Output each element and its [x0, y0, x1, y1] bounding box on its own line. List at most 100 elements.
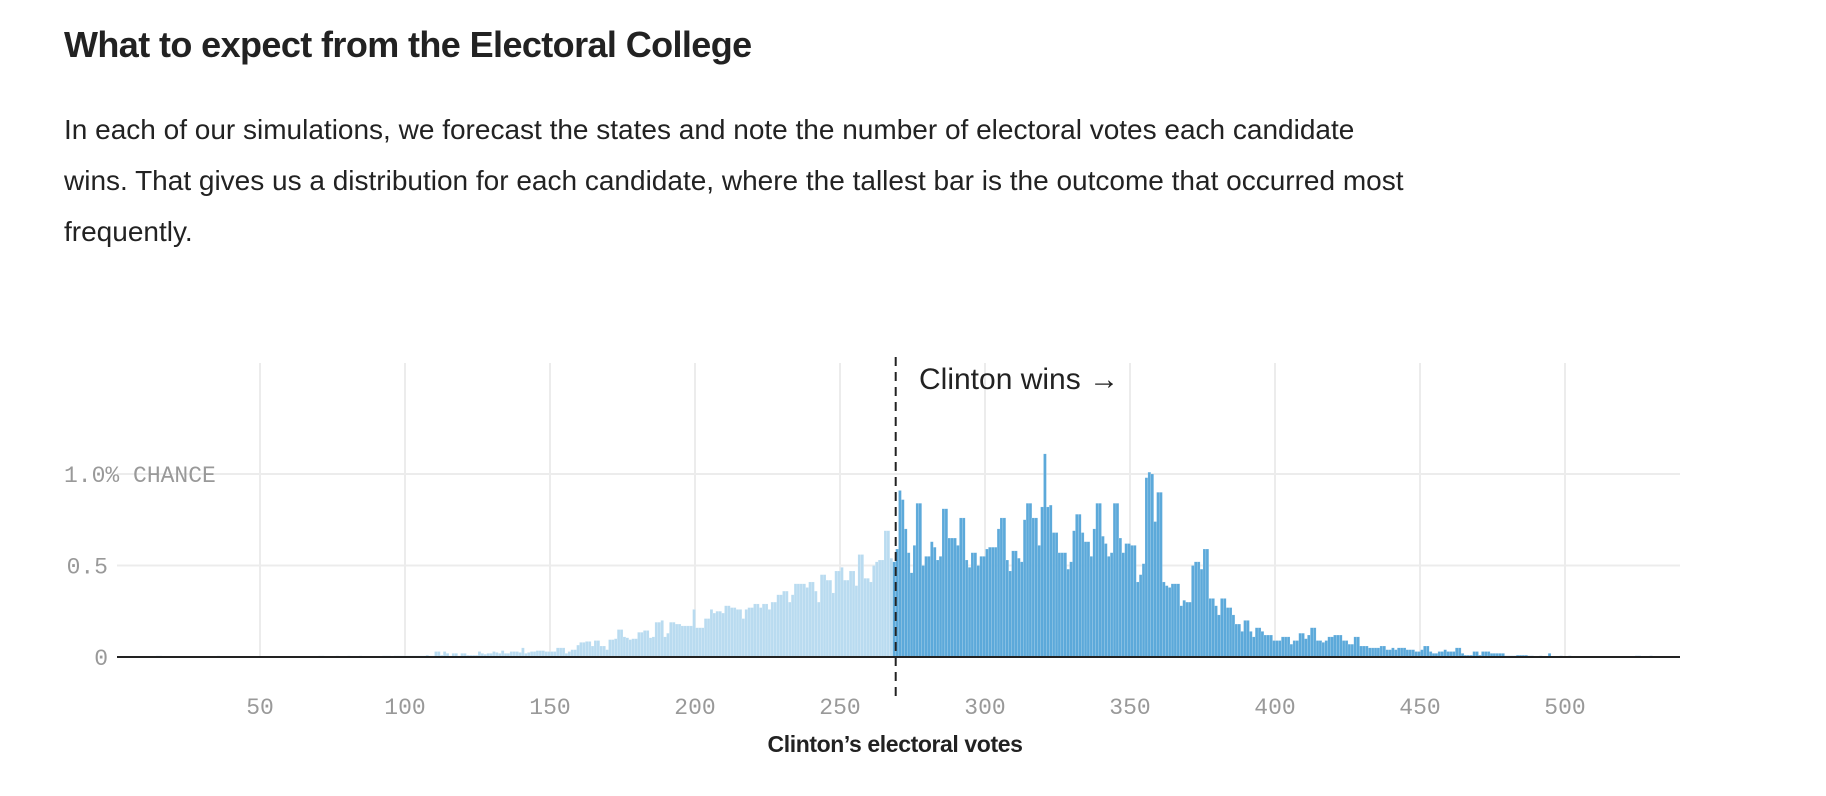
bar-436 — [1373, 647, 1378, 658]
bar-234 — [788, 601, 792, 658]
bar-366 — [1170, 583, 1175, 658]
bar-355 — [1138, 574, 1143, 658]
bar-315 — [1023, 519, 1027, 658]
bar-388 — [1234, 623, 1239, 658]
bar-308 — [1002, 517, 1007, 658]
bar-402 — [1275, 640, 1279, 658]
bar-340 — [1095, 503, 1099, 658]
bar-223 — [756, 603, 760, 658]
bar-333 — [1075, 514, 1079, 658]
bar-180 — [631, 638, 635, 658]
bar-448 — [1408, 649, 1413, 658]
bar-318 — [1031, 517, 1036, 658]
bar-224 — [759, 607, 763, 658]
bar-247 — [825, 579, 830, 658]
bar-416 — [1315, 640, 1320, 658]
bar-317 — [1028, 503, 1033, 658]
bar-345 — [1109, 552, 1114, 658]
bar-199 — [686, 625, 690, 658]
bar-289 — [947, 537, 951, 658]
bar-357 — [1144, 477, 1149, 658]
bar-452 — [1420, 649, 1424, 658]
bar-312 — [1014, 550, 1018, 658]
bar-420 — [1327, 636, 1331, 658]
bar-250 — [834, 570, 838, 658]
bar-367 — [1173, 583, 1178, 658]
bar-328 — [1060, 552, 1065, 658]
bar-254 — [846, 579, 850, 658]
bar-266 — [880, 559, 885, 658]
bar-396 — [1257, 627, 1262, 658]
bar-175 — [617, 629, 621, 658]
bar-209 — [715, 611, 719, 658]
bar-361 — [1156, 492, 1160, 658]
bar-310 — [1008, 570, 1012, 658]
bar-293 — [959, 517, 963, 658]
bar-142 — [521, 647, 525, 658]
x-tick-label: 300 — [964, 695, 1005, 721]
bar-393 — [1249, 631, 1253, 658]
bar-404 — [1281, 636, 1285, 658]
bar-198 — [683, 625, 688, 658]
bar-202 — [695, 627, 699, 658]
bar-164 — [585, 641, 589, 658]
bar-286 — [938, 556, 943, 658]
bar-196 — [677, 623, 682, 658]
x-axis-label: Clinton’s electoral votes — [768, 731, 1023, 757]
bar-371 — [1185, 601, 1189, 658]
bar-444 — [1397, 647, 1401, 658]
bar-364 — [1165, 585, 1169, 658]
bar-370 — [1182, 600, 1186, 658]
bar-189 — [657, 622, 661, 658]
description-line: wins. That gives us a distribution for e… — [64, 165, 1404, 196]
bar-236 — [793, 583, 798, 658]
bar-253 — [843, 579, 847, 658]
bar-181 — [634, 638, 638, 658]
bar-166 — [590, 645, 595, 658]
bar-454 — [1426, 645, 1430, 658]
bar-172 — [608, 639, 612, 658]
bar-322 — [1043, 453, 1047, 658]
bar-233 — [785, 590, 789, 658]
bar-231 — [779, 594, 783, 658]
bar-464 — [1455, 647, 1459, 658]
bar-243 — [814, 590, 818, 658]
bar-326 — [1054, 532, 1059, 658]
bar-323 — [1046, 506, 1050, 658]
bar-274 — [904, 528, 908, 658]
bar-407 — [1289, 643, 1294, 658]
bar-272 — [898, 490, 902, 658]
bar-261 — [866, 578, 870, 658]
clinton-wins-annotation: Clinton wins → — [919, 363, 1119, 396]
bar-291 — [953, 537, 957, 658]
x-tick-label: 100 — [384, 695, 425, 721]
bar-341 — [1098, 503, 1102, 658]
bar-406 — [1286, 636, 1291, 658]
bar-288 — [944, 508, 949, 658]
bar-238 — [799, 583, 804, 658]
bar-257 — [854, 585, 859, 658]
bar-219 — [744, 609, 748, 658]
bar-302 — [985, 548, 989, 658]
bar-213 — [727, 605, 731, 658]
bar-167 — [593, 640, 598, 658]
bar-232 — [782, 590, 786, 658]
bar-329 — [1063, 552, 1067, 658]
bar-187 — [651, 636, 656, 658]
bar-182 — [637, 632, 641, 658]
bar-290 — [950, 537, 954, 658]
bar-389 — [1237, 623, 1241, 658]
bar-425 — [1341, 640, 1346, 658]
bar-392 — [1246, 620, 1250, 658]
bar-305 — [994, 547, 998, 658]
bar-334 — [1078, 514, 1082, 658]
bar-258 — [857, 554, 862, 658]
bar-174 — [614, 638, 618, 658]
bar-215 — [733, 607, 737, 658]
bar-186 — [648, 637, 653, 658]
bar-210 — [718, 611, 722, 658]
bar-399 — [1266, 634, 1270, 658]
bar-397 — [1260, 631, 1265, 658]
bar-269 — [889, 557, 893, 658]
